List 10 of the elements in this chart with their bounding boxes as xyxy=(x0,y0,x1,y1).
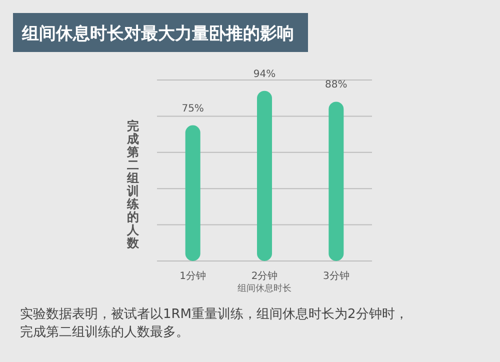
x-tick-label: 2分钟 xyxy=(251,270,278,282)
text: 实验数据表明，被试者以1RM重量训练，组间休息时长为2分钟时，完成第二组训练的人数最多。 xyxy=(20,307,408,340)
chart-title: 组间休息时长对最大力量卧推的影响 xyxy=(21,24,294,44)
x-axis-title: 组间休息时长 xyxy=(238,283,292,294)
data-label: 94% xyxy=(253,68,276,80)
data-label: 75% xyxy=(182,103,204,114)
x-tick-label: 1分钟 xyxy=(180,270,206,282)
text: 完成第二组训练的人数 xyxy=(127,119,139,250)
data-label: 88% xyxy=(325,80,348,91)
x-tick-label: 3分钟 xyxy=(322,270,350,282)
